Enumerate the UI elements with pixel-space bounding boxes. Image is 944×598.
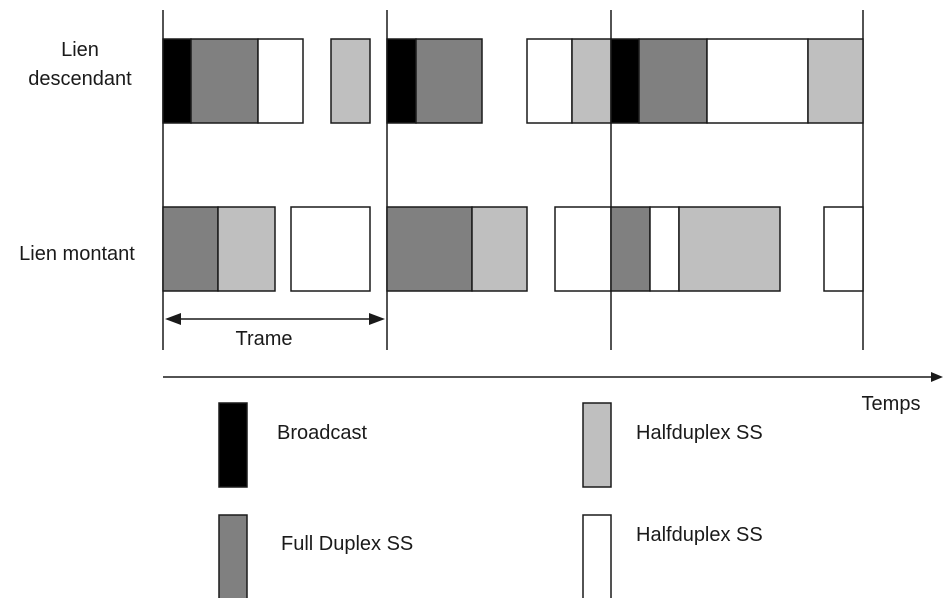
downlink-full-duplex-block	[190, 38, 259, 124]
legend-halfduplex-light-swatch	[582, 402, 612, 488]
uplink-halfduplex-white-block	[649, 206, 680, 292]
legend-full-duplex-swatch	[218, 514, 248, 598]
uplink-halfduplex-light-block	[217, 206, 276, 292]
uplink-halfduplex-white-block	[823, 206, 864, 292]
legend-halfduplex-white-swatch	[582, 514, 612, 598]
downlink-halfduplex-white-block	[706, 38, 809, 124]
legend-full-duplex-label: Full Duplex SS	[281, 533, 413, 555]
downlink-full-duplex-block	[415, 38, 483, 124]
downlink-halfduplex-white-block	[526, 38, 573, 124]
legend-broadcast-swatch	[218, 402, 248, 488]
downlink-broadcast-block	[610, 38, 640, 124]
uplink-halfduplex-light-block	[471, 206, 528, 292]
time-axis	[163, 372, 943, 382]
downlink-halfduplex-white-block	[257, 38, 304, 124]
uplink-halfduplex-white-block	[290, 206, 371, 292]
legend-broadcast-label: Broadcast	[277, 422, 367, 444]
frame-span-arrow	[165, 313, 385, 325]
downlink-label-line1: Lien	[61, 39, 99, 61]
downlink-halfduplex-light-block	[571, 38, 612, 124]
downlink-halfduplex-light-block	[807, 38, 864, 124]
uplink-row	[162, 206, 864, 292]
downlink-broadcast-block	[386, 38, 417, 124]
downlink-broadcast-block	[162, 38, 192, 124]
uplink-full-duplex-block	[610, 206, 651, 292]
downlink-full-duplex-block	[638, 38, 708, 124]
uplink-full-duplex-block	[386, 206, 473, 292]
legend-halfduplex-light-label: Halfduplex SS	[636, 422, 763, 444]
downlink-halfduplex-light-block	[330, 38, 371, 124]
time-axis-label: Temps	[862, 393, 921, 415]
downlink-row	[162, 38, 864, 124]
legend-halfduplex-white-label: Halfduplex SS	[636, 524, 763, 546]
uplink-full-duplex-block	[162, 206, 219, 292]
downlink-label-line2: descendant	[28, 68, 132, 90]
legend	[218, 402, 612, 598]
uplink-halfduplex-light-block	[678, 206, 781, 292]
uplink-halfduplex-white-block	[554, 206, 612, 292]
uplink-label: Lien montant	[19, 243, 135, 265]
frame-label: Trame	[235, 328, 292, 350]
